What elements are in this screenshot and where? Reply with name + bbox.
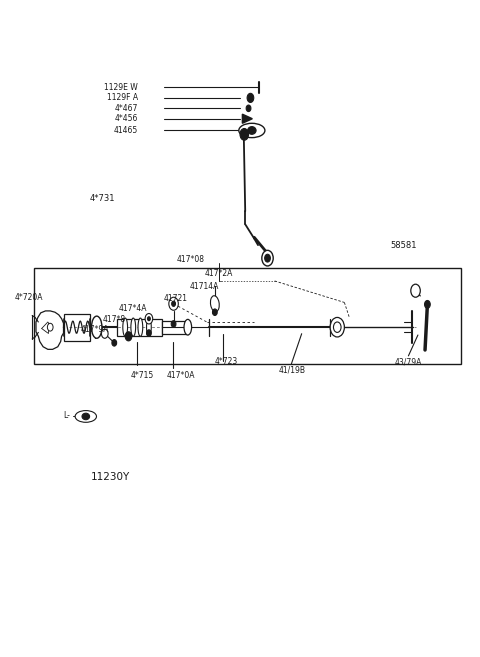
Text: 11230Y: 11230Y xyxy=(91,472,130,482)
Ellipse shape xyxy=(123,318,128,336)
Circle shape xyxy=(145,313,153,324)
Text: 4*715: 4*715 xyxy=(131,371,155,380)
Ellipse shape xyxy=(239,124,265,137)
Circle shape xyxy=(247,93,254,102)
Text: 41721: 41721 xyxy=(164,294,188,303)
Ellipse shape xyxy=(131,318,136,336)
Text: 41/19B: 41/19B xyxy=(279,365,306,374)
Text: 4*723: 4*723 xyxy=(214,357,238,366)
Circle shape xyxy=(213,309,217,315)
Ellipse shape xyxy=(248,127,256,135)
Circle shape xyxy=(262,250,273,266)
Circle shape xyxy=(334,322,341,332)
Bar xyxy=(162,321,188,334)
Text: 1129E W: 1129E W xyxy=(104,83,138,92)
Circle shape xyxy=(264,254,270,262)
Polygon shape xyxy=(242,114,252,124)
Circle shape xyxy=(169,297,179,310)
Ellipse shape xyxy=(184,319,192,335)
Text: 41465: 41465 xyxy=(114,126,138,135)
Circle shape xyxy=(172,301,176,306)
Circle shape xyxy=(411,284,420,297)
Text: 4*456: 4*456 xyxy=(115,114,138,124)
Text: 43/79A: 43/79A xyxy=(395,357,422,366)
Ellipse shape xyxy=(210,296,219,312)
Text: 4*720A: 4*720A xyxy=(14,293,43,302)
Ellipse shape xyxy=(75,411,96,422)
Circle shape xyxy=(246,105,251,112)
Circle shape xyxy=(424,300,430,308)
Text: 4*731: 4*731 xyxy=(90,194,115,203)
Circle shape xyxy=(147,317,150,321)
Text: 41714A: 41714A xyxy=(190,282,219,290)
Text: 417*8: 417*8 xyxy=(103,315,126,324)
Circle shape xyxy=(240,129,249,140)
Circle shape xyxy=(171,321,176,327)
Text: 417*0A: 417*0A xyxy=(167,371,195,380)
Ellipse shape xyxy=(92,316,102,338)
Text: 1129F A: 1129F A xyxy=(107,93,138,102)
Circle shape xyxy=(146,330,151,336)
Ellipse shape xyxy=(82,413,90,420)
Ellipse shape xyxy=(138,318,143,336)
Circle shape xyxy=(112,340,117,346)
Bar xyxy=(34,268,461,365)
Text: 417*4A: 417*4A xyxy=(119,304,147,313)
Ellipse shape xyxy=(146,318,151,336)
Text: 417*2A: 417*2A xyxy=(204,269,233,278)
Bar xyxy=(117,319,162,336)
Polygon shape xyxy=(36,311,63,350)
Bar xyxy=(63,313,90,341)
Text: 417*08: 417*08 xyxy=(176,255,204,264)
Circle shape xyxy=(101,329,108,338)
Circle shape xyxy=(48,323,53,331)
Text: 58581: 58581 xyxy=(390,240,417,250)
Text: 4*467: 4*467 xyxy=(115,104,138,113)
Text: 417*9A: 417*9A xyxy=(81,325,109,334)
Circle shape xyxy=(125,332,132,341)
Text: L-: L- xyxy=(63,411,70,420)
Ellipse shape xyxy=(330,317,344,337)
